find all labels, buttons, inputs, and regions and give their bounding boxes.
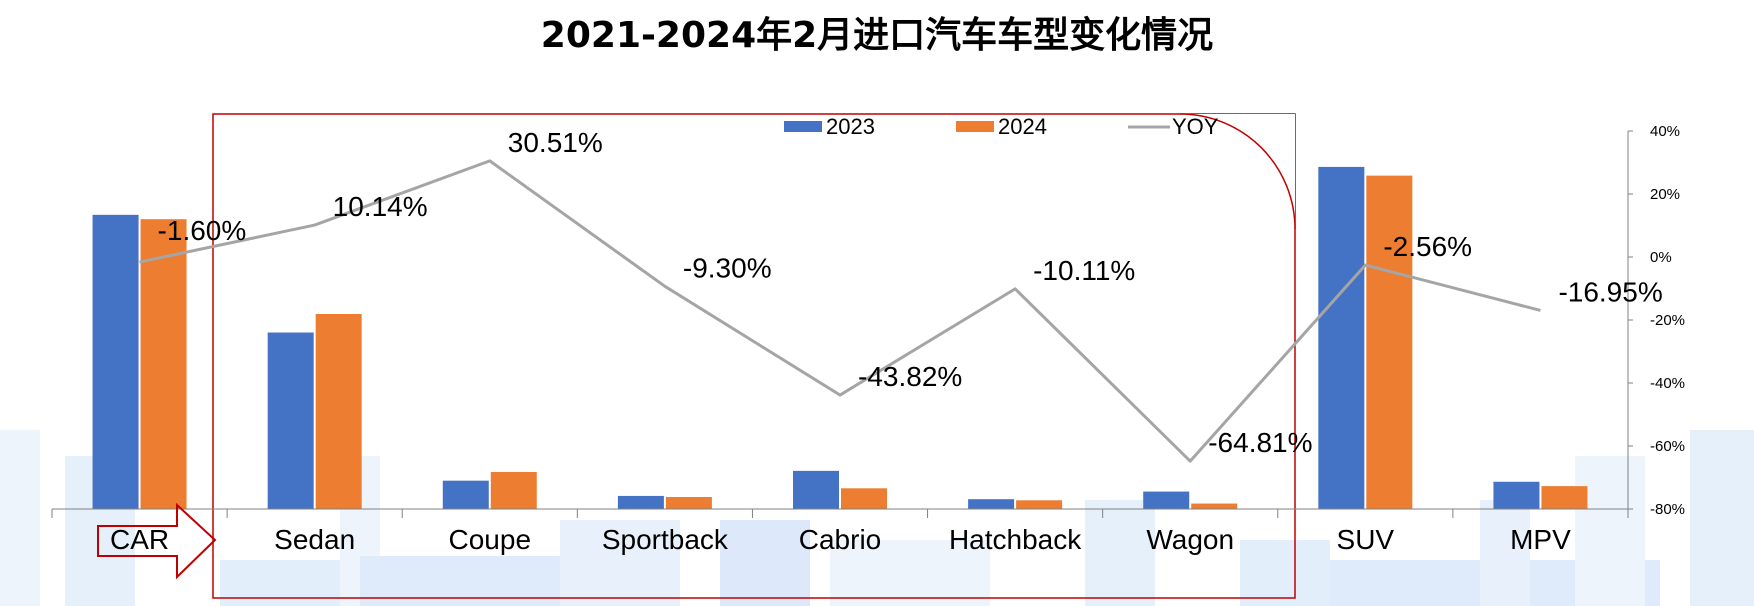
background-block <box>1240 540 1330 606</box>
x-tick-label-hatchback: Hatchback <box>949 524 1082 555</box>
yoy-line-group: -1.60% 10.14% 30.51% -9.30% -43.82% -10.11% -6… <box>139 127 1663 463</box>
axes-group: 40% 20% 0% -20% -40% -60% -80% <box>51 123 1685 518</box>
x-axis-labels: CAR Sedan Coupe Sportback Cabrio Hatchback Wag… <box>110 524 1571 555</box>
right-y-tick-label: 0% <box>1650 249 1672 266</box>
bar-2023-sportback <box>617 495 664 509</box>
highlight-box <box>212 113 1296 599</box>
background-block <box>830 540 990 606</box>
right-y-tick-label: 40% <box>1650 123 1680 140</box>
background-block <box>220 560 340 606</box>
legend-swatch-2023 <box>784 121 822 132</box>
right-y-tick-label: -80% <box>1650 501 1685 518</box>
background-block <box>1575 456 1645 606</box>
right-y-tick-label: -20% <box>1650 312 1685 329</box>
yoy-line <box>139 159 1541 463</box>
bar-2024-hatchback <box>1016 500 1063 509</box>
bar-2023-wagon <box>1143 491 1190 509</box>
bar-2024-cabrio <box>841 488 887 509</box>
arrow-shape <box>97 502 217 580</box>
bar-2024-sedan <box>315 313 362 509</box>
bar-2023-suv <box>1318 166 1365 509</box>
background-block <box>1085 500 1155 606</box>
highlight-box-corner-mask <box>1180 114 1295 229</box>
yoy-data-label: -2.56% <box>1383 231 1472 262</box>
bar-2024-mpv <box>1541 486 1588 509</box>
bar-series-group <box>92 166 1588 510</box>
background-block <box>1690 430 1754 606</box>
yoy-data-label: 10.14% <box>333 191 428 222</box>
background-decoration <box>0 430 1754 606</box>
bar-2024-car <box>140 219 187 509</box>
yoy-data-label: 30.51% <box>508 127 603 158</box>
yoy-data-label: -10.11% <box>1033 255 1135 286</box>
legend-swatch-2024 <box>956 121 994 132</box>
bar-2023-coupe <box>442 480 489 509</box>
yoy-data-label: -16.95% <box>1558 276 1662 307</box>
bar-2023-mpv <box>1493 481 1540 509</box>
bar-2024-coupe <box>490 471 537 509</box>
right-y-tick-label: -40% <box>1650 375 1685 392</box>
legend-label-2023: 2023 <box>826 114 875 139</box>
highlight-box-rounded-corner <box>1179 113 1296 230</box>
x-tick-label-mpv: MPV <box>1510 524 1571 555</box>
bar-2023-sedan <box>267 332 314 509</box>
yoy-data-label: -9.30% <box>683 252 772 283</box>
bar-2023-cabrio <box>793 470 839 509</box>
bar-2024-sportback <box>665 497 712 509</box>
yoy-data-label: -1.60% <box>158 215 247 246</box>
bar-2024-suv <box>1366 175 1413 510</box>
right-y-tick-label: 20% <box>1650 186 1680 203</box>
legend-label-2024: 2024 <box>998 114 1047 139</box>
background-block <box>1480 500 1530 606</box>
bar-2024-wagon <box>1191 503 1238 509</box>
background-block <box>0 430 40 606</box>
background-block <box>560 520 680 606</box>
right-y-tick-label: -60% <box>1650 438 1685 455</box>
x-tick-label-sportback: Sportback <box>602 524 729 555</box>
yoy-data-label: -64.81% <box>1208 427 1312 458</box>
x-tick-label-car: CAR <box>110 524 169 555</box>
chart-title: 2021-2024年2月进口汽车车型变化情况 <box>541 14 1213 56</box>
x-tick-label-coupe: Coupe <box>449 524 532 555</box>
x-tick-label-cabrio: Cabrio <box>799 524 881 555</box>
legend-label-yoy: YOY <box>1172 114 1219 139</box>
bar-2023-car <box>92 214 139 509</box>
x-tick-label-sedan: Sedan <box>274 524 355 555</box>
background-block <box>720 520 810 606</box>
x-tick-label-wagon: Wagon <box>1146 524 1234 555</box>
legend: 2023 2024 YOY <box>784 114 1219 139</box>
x-tick-label-suv: SUV <box>1337 524 1395 555</box>
yoy-data-label: -43.82% <box>858 361 962 392</box>
bar-2023-hatchback <box>968 499 1015 509</box>
